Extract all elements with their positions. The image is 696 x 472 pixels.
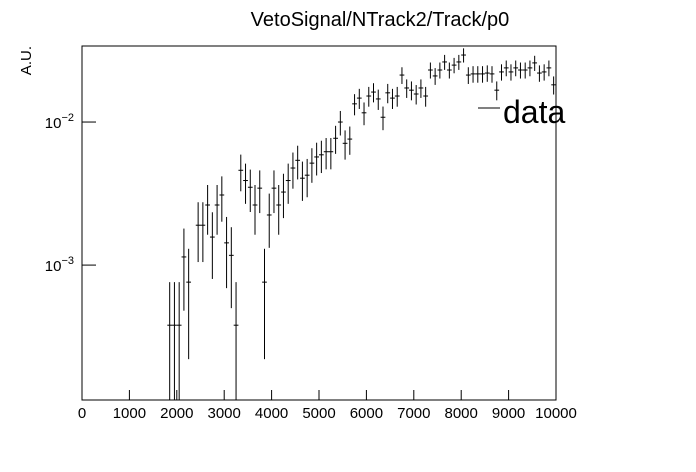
y-tick-exponent: −2 (61, 112, 74, 124)
x-tick-label: 9000 (492, 405, 525, 422)
y-tick-exponent: −3 (61, 255, 74, 267)
x-tick-label: 3000 (208, 405, 241, 422)
x-tick-label: 7000 (397, 405, 430, 422)
plot-frame (81, 45, 557, 401)
x-tick-label: 8000 (445, 405, 478, 422)
y-tick-label: 10−2 (45, 112, 74, 132)
x-tick-label: 4000 (255, 405, 288, 422)
legend-label: data (503, 94, 565, 130)
y-axis-label: A.U. (18, 46, 35, 75)
x-tick-label: 5000 (302, 405, 335, 422)
y-tick-base: 10 (45, 115, 62, 132)
x-tick-label: 0 (78, 405, 86, 422)
x-tick-label: 6000 (350, 405, 383, 422)
y-tick-base: 10 (45, 258, 62, 275)
x-tick-label: 1000 (113, 405, 146, 422)
y-tick-label: 10−3 (45, 255, 74, 275)
chart-title: VetoSignal/NTrack2/Track/p0 (251, 9, 510, 31)
x-tick-label: 10000 (535, 405, 577, 422)
x-tick-label: 2000 (160, 405, 193, 422)
